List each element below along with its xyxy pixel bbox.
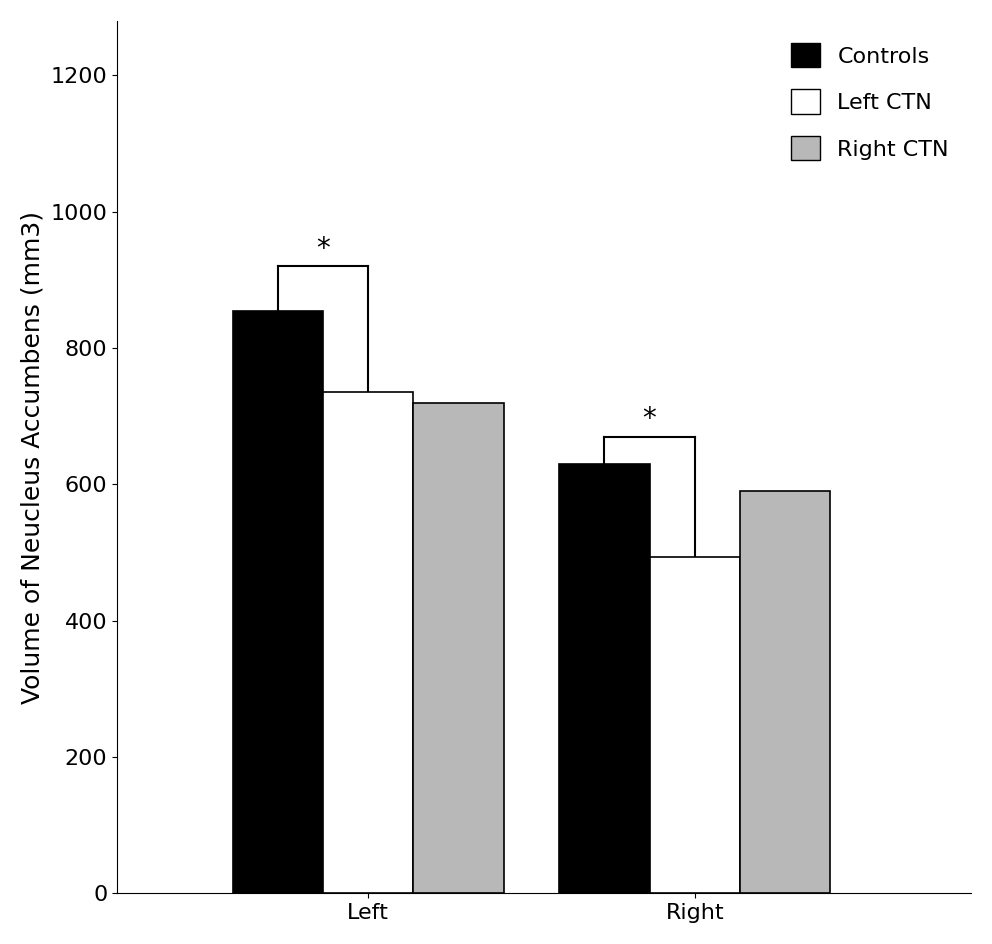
Text: *: *	[643, 405, 657, 433]
Bar	[232, 311, 323, 893]
Bar	[740, 491, 830, 893]
Y-axis label: Volume of Neucleus Accumbens (mm3): Volume of Neucleus Accumbens (mm3)	[21, 211, 45, 703]
Text: *: *	[316, 235, 330, 262]
Bar	[414, 402, 504, 893]
Bar	[650, 557, 740, 893]
Bar	[559, 464, 650, 893]
Legend: Controls, Left CTN, Right CTN: Controls, Left CTN, Right CTN	[780, 32, 960, 171]
Bar	[323, 393, 414, 893]
